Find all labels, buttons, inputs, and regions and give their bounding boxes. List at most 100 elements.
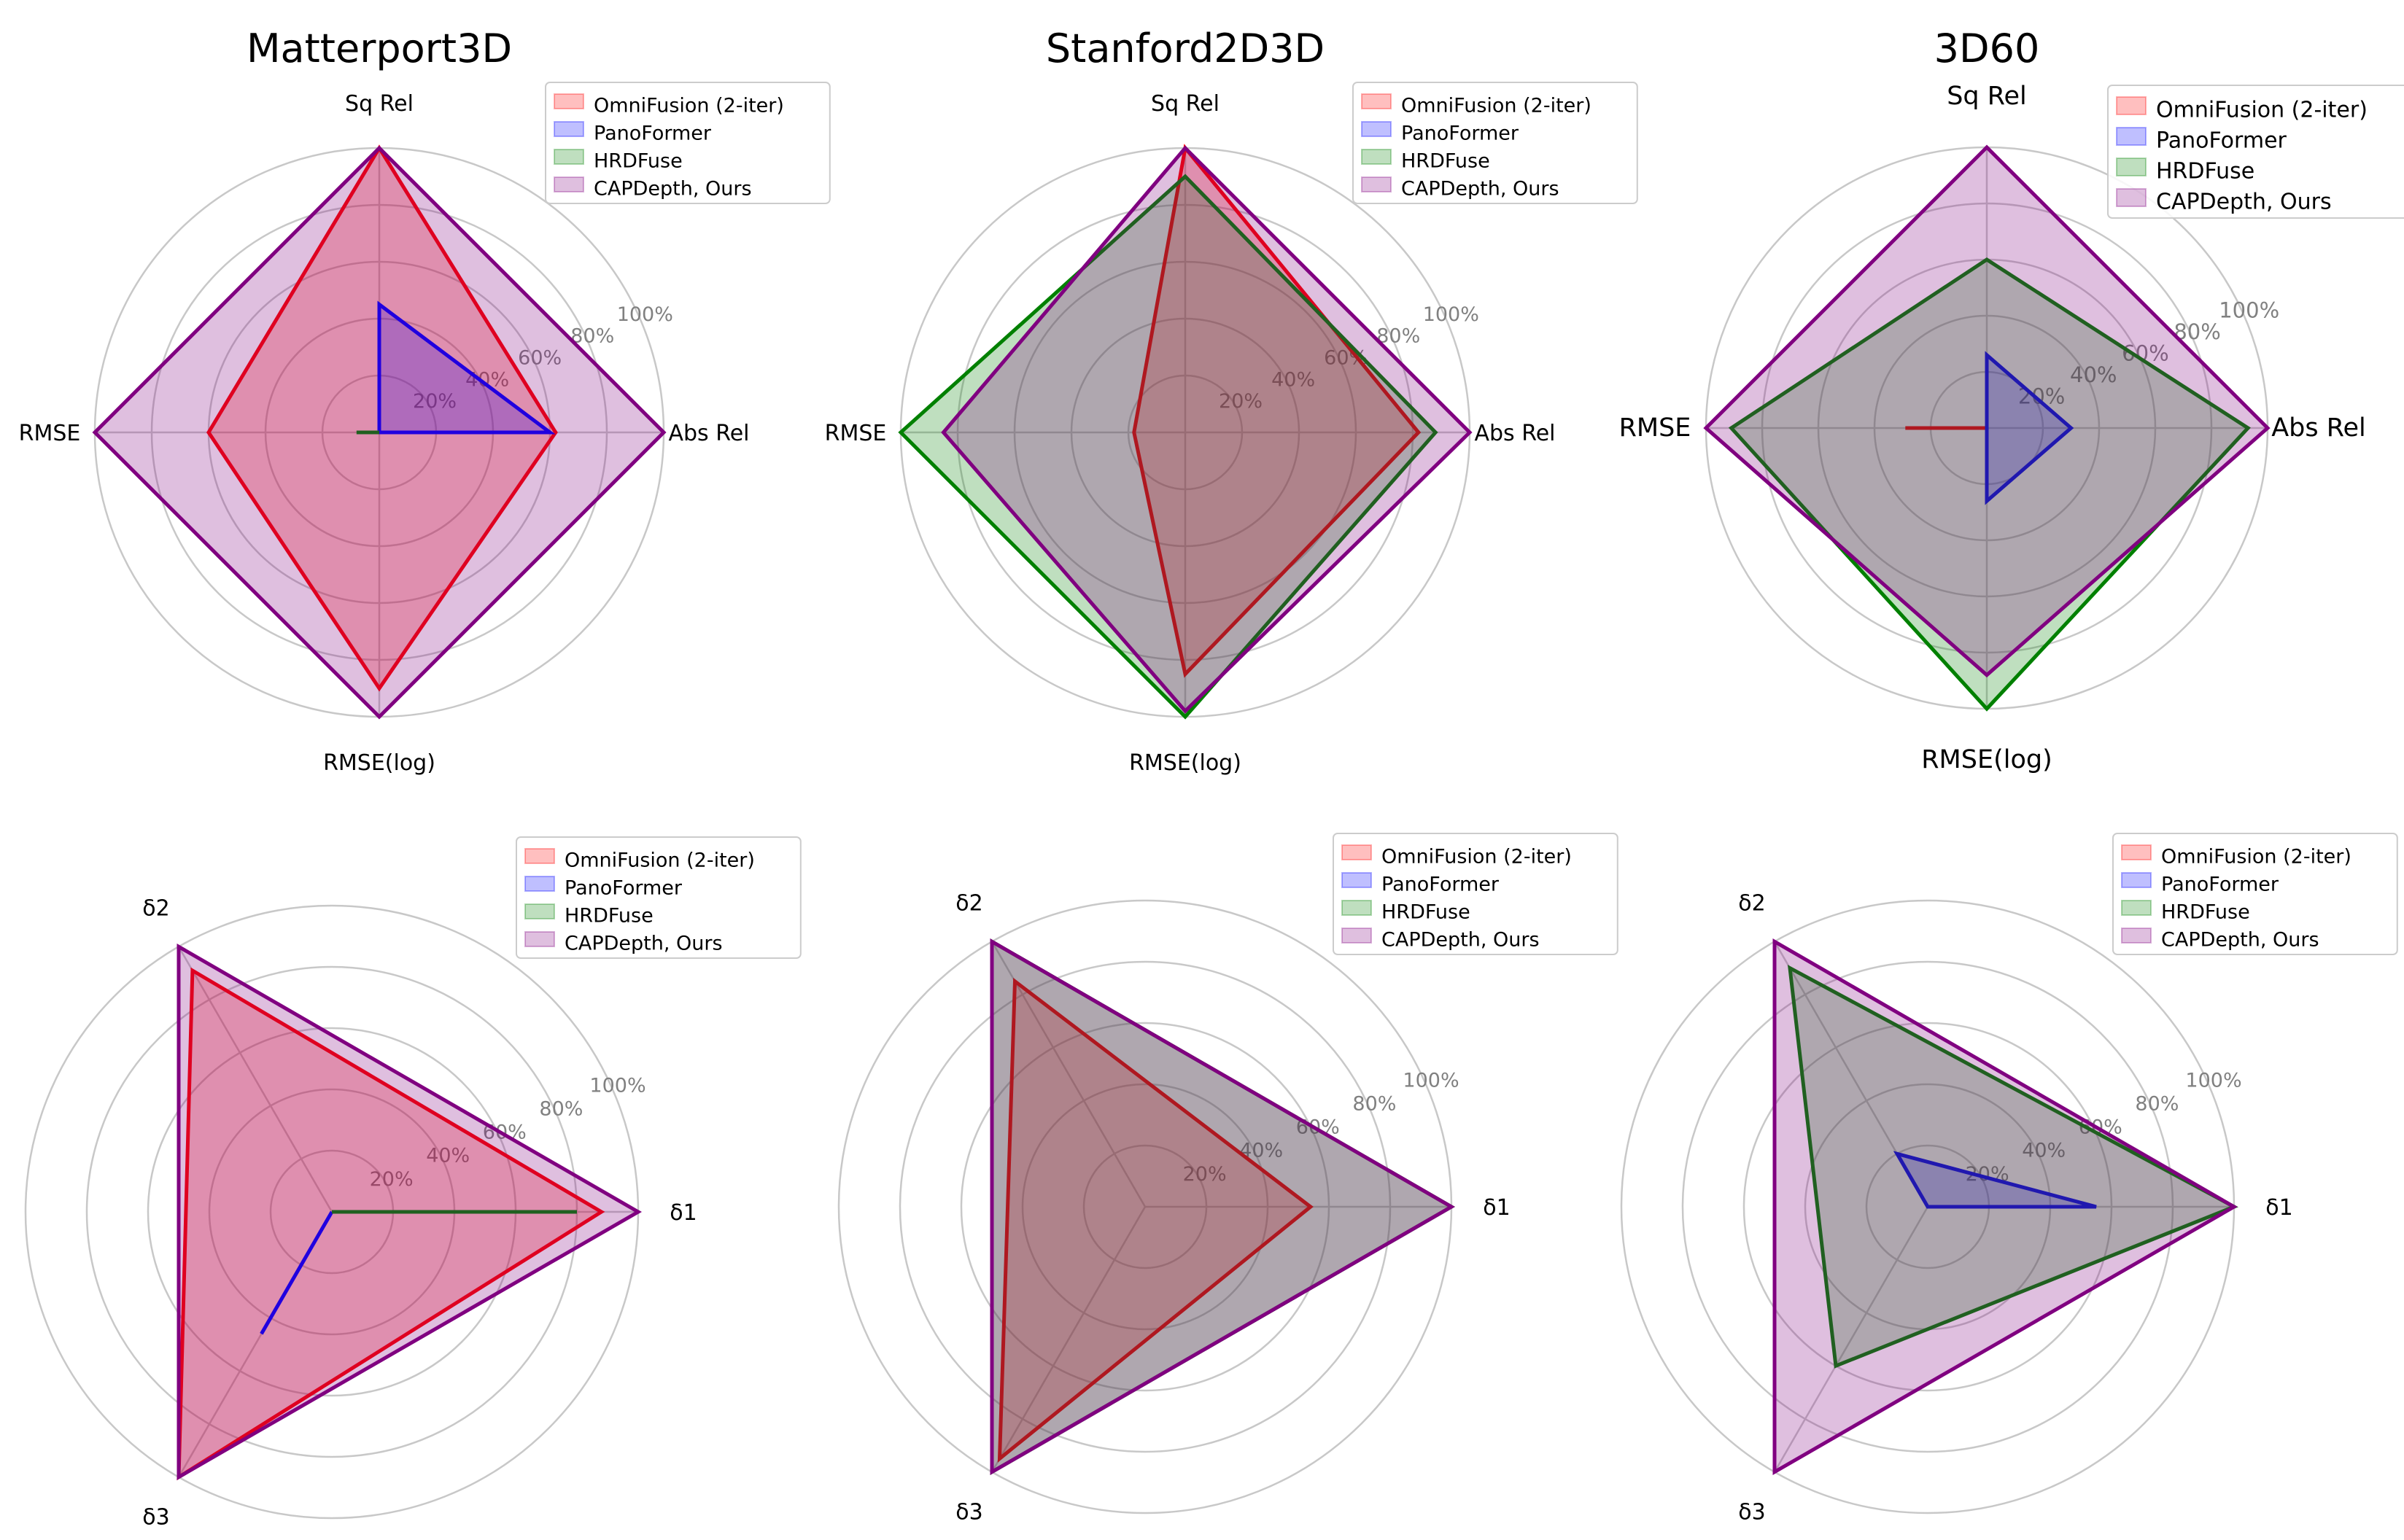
ring-tick-label: 80%: [1352, 1092, 1396, 1115]
grid-spoke: [990, 941, 1147, 1208]
legend-label: CAPDepth, Ours: [2161, 928, 2319, 951]
axis-label: RMSE: [825, 421, 887, 446]
series-polygon-capdepth-ours: [1703, 144, 2271, 678]
legend-label: OmniFusion (2-iter): [565, 849, 755, 871]
series-polygon-omnifusion-2-iter-: [1132, 144, 1422, 678]
axis-label: Sq Rel: [345, 91, 414, 117]
ring-tick-label: 100%: [1423, 303, 1479, 326]
axis-label: Abs Rel: [2271, 413, 2366, 443]
series-polygon-omnifusion-2-iter-: [206, 144, 558, 692]
axis-label: Abs Rel: [1474, 421, 1555, 446]
legend: [2112, 833, 2398, 955]
ring-tick-label: 100%: [2185, 1069, 2241, 1092]
axis-label: RMSE: [1619, 413, 1691, 443]
axis-label: δ2: [142, 896, 169, 922]
axis-label: δ2: [955, 891, 982, 917]
legend-label: HRDFuse: [1401, 149, 1490, 172]
legend-swatch: [1361, 176, 1392, 192]
axis-label: δ2: [1738, 891, 1765, 917]
legend-label: HRDFuse: [565, 904, 654, 927]
axis-label: δ3: [1738, 1499, 1765, 1525]
legend-label: PanoFormer: [565, 876, 683, 899]
legend-swatch: [1361, 121, 1392, 137]
series-polygon-hrdfuse: [1787, 965, 2238, 1369]
legend-label: PanoFormer: [1381, 873, 1500, 895]
ring-tick-label: 40%: [1271, 368, 1315, 391]
ring-tick-label: 80%: [570, 325, 614, 348]
legend-swatch: [524, 903, 555, 919]
chart-title: Stanford2D3D: [1046, 26, 1325, 71]
series-polygon-panoformer: [260, 1210, 334, 1335]
grid-spoke: [177, 946, 333, 1213]
legend-swatch: [554, 93, 584, 109]
chart-title: 3D60: [1934, 26, 2040, 71]
axis-label: δ1: [2265, 1195, 2292, 1221]
series-polygon-hrdfuse: [1728, 257, 2251, 712]
legend-label: CAPDepth, Ours: [594, 177, 752, 200]
axis-label: δ1: [670, 1200, 697, 1226]
legend-swatch: [554, 149, 584, 165]
series-polygon-capdepth-ours: [990, 938, 1456, 1476]
legend-label: OmniFusion (2-iter): [594, 94, 784, 117]
series-polygon-panoformer: [1985, 351, 2074, 505]
ring-tick-label: 100%: [1403, 1069, 1459, 1092]
series-polygon-capdepth-ours: [1772, 938, 2238, 1476]
legend-swatch: [2116, 158, 2147, 176]
series-polygon-panoformer: [377, 300, 556, 435]
legend-label: CAPDepth, Ours: [565, 932, 723, 954]
axis-label: RMSE: [19, 421, 81, 446]
legend-label: OmniFusion (2-iter): [1401, 94, 1591, 117]
ring-tick-label: 20%: [413, 390, 457, 413]
series-polygon-capdepth-ours: [941, 145, 1473, 714]
legend-swatch: [1361, 93, 1392, 109]
ring-tick-label: 40%: [2070, 362, 2117, 387]
legend-label: HRDFuse: [2161, 901, 2250, 923]
legend-label: HRDFuse: [594, 149, 683, 172]
legend: [1352, 82, 1638, 204]
legend-label: OmniFusion (2-iter): [2156, 98, 2368, 123]
ring-tick-label: 40%: [426, 1145, 470, 1167]
legend: [1333, 833, 1618, 955]
legend-label: OmniFusion (2-iter): [2161, 845, 2351, 868]
axis-label: RMSE(log): [1129, 750, 1241, 776]
legend-swatch: [524, 848, 555, 864]
series-polygon-capdepth-ours: [177, 943, 643, 1481]
axis-label: Sq Rel: [1947, 82, 2027, 111]
series-polygon-capdepth-ours: [92, 145, 667, 720]
ring-tick-label: 20%: [1219, 390, 1263, 413]
legend-label: PanoFormer: [2161, 873, 2279, 895]
ring-tick-label: 100%: [589, 1074, 645, 1097]
legend-swatch: [524, 931, 555, 947]
axis-label: Sq Rel: [1151, 91, 1220, 117]
axis-label: RMSE(log): [1921, 745, 2052, 774]
legend-swatch: [1341, 928, 1372, 944]
ring-tick-label: 100%: [617, 303, 673, 326]
axis-label: δ3: [955, 1499, 982, 1525]
legend-swatch: [2121, 844, 2152, 860]
ring-tick-label: 40%: [2022, 1140, 2066, 1162]
axis-label: δ1: [1483, 1195, 1510, 1221]
legend-swatch: [2121, 900, 2152, 916]
legend-swatch: [2116, 188, 2147, 207]
legend: [2107, 85, 2404, 219]
axis-label: Abs Rel: [668, 421, 749, 446]
legend-label: PanoFormer: [1401, 122, 1519, 144]
grid-spoke: [1773, 1206, 1929, 1473]
legend-label: CAPDepth, Ours: [1381, 928, 1540, 951]
chart-title: Matterport3D: [247, 26, 512, 71]
legend-swatch: [554, 176, 584, 192]
ring-tick-label: 100%: [2219, 298, 2279, 323]
legend-swatch: [1341, 844, 1372, 860]
legend-label: PanoFormer: [2156, 128, 2287, 154]
legend-swatch: [524, 876, 555, 892]
legend: [545, 82, 831, 204]
legend-label: HRDFuse: [1381, 901, 1470, 923]
ring-tick-label: 60%: [518, 346, 562, 369]
series-polygon-hrdfuse: [898, 174, 1438, 720]
